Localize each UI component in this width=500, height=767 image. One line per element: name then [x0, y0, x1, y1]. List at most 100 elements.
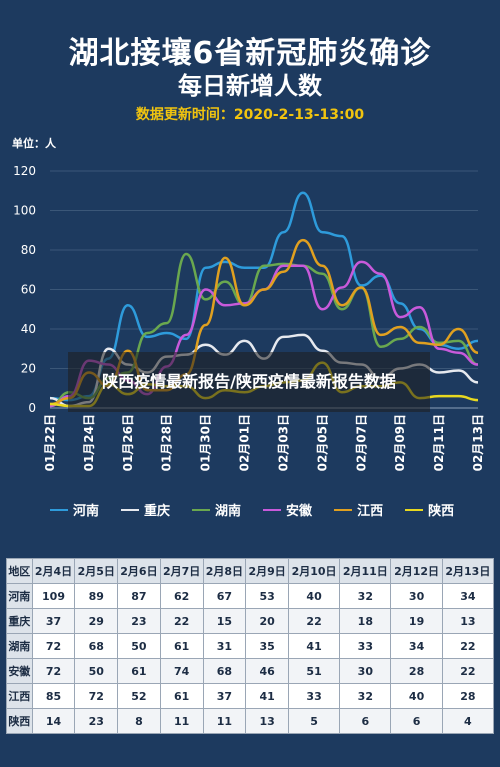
- table-region-cell: 江西: [6, 683, 33, 709]
- y-tick-label: 120: [13, 164, 36, 178]
- table-cell: 11: [202, 708, 247, 734]
- table-cell: 22: [287, 608, 341, 634]
- legend-item: 重庆: [121, 500, 170, 519]
- table-row: 安徽 72 50 61 74 68 46 51 30 28 22: [6, 658, 495, 684]
- x-tick-label: 02月07日: [354, 414, 368, 471]
- y-tick-label: 0: [28, 401, 36, 415]
- legend-swatch: [405, 508, 424, 511]
- table-cell: 33: [339, 633, 392, 659]
- legend-item: 陕西: [405, 500, 454, 519]
- table-region-cell: 湖南: [6, 633, 33, 659]
- table-row: 湖南 72 68 50 61 31 35 41 33 34 22: [6, 633, 495, 659]
- series-line-河南: [49, 191, 479, 402]
- legend-item: 安徽: [263, 500, 312, 519]
- table-cell: 6: [390, 708, 443, 734]
- x-tick-label: 01月30日: [199, 414, 213, 471]
- data-table: 地区 2月4日 2月5日 2月6日 2月7日 2月8日 2月9日 2月10日 2月11日 2月12…: [6, 558, 495, 734]
- table-cell: 33: [287, 683, 341, 709]
- table-header-cell: 2月13日: [441, 558, 495, 584]
- table-cell: 40: [287, 583, 341, 609]
- table-cell: 109: [31, 583, 76, 609]
- legend-label: 河南: [73, 504, 100, 519]
- table-cell: 52: [117, 683, 161, 709]
- table-cell: 72: [74, 683, 119, 709]
- y-tick-label: 40: [21, 322, 36, 336]
- table-cell: 51: [287, 658, 341, 684]
- table-cell: 72: [31, 633, 76, 659]
- y-tick-label: 80: [21, 243, 36, 257]
- table-cell: 72: [31, 658, 76, 684]
- legend-label: 江西: [357, 504, 384, 519]
- table-row: 陕西 14 23 8 11 11 13 5 6 6 4: [6, 708, 495, 734]
- table-cell: 11: [159, 708, 204, 734]
- x-tick-label: 02月11日: [432, 414, 446, 471]
- legend-label: 陕西: [428, 504, 455, 519]
- table-row: 河南 109 89 87 62 67 53 40 32 30 34: [6, 583, 495, 609]
- x-tick-label: 02月01日: [238, 414, 252, 471]
- x-tick-label: 02月09日: [393, 414, 407, 471]
- legend-item: 湖南: [192, 500, 241, 519]
- table-cell: 29: [74, 608, 119, 634]
- table-header-cell: 2月5日: [74, 558, 119, 584]
- legend-swatch: [192, 508, 211, 511]
- table-row: 重庆 37 29 23 22 15 20 22 18 19 13: [6, 608, 495, 634]
- table-row: 江西 85 72 52 61 37 41 33 32 40 28: [6, 683, 495, 709]
- x-tick-label: 01月26日: [121, 414, 135, 471]
- x-tick-label: 02月03日: [276, 414, 290, 471]
- table-cell: 34: [390, 633, 443, 659]
- x-tick-label: 01月28日: [160, 414, 174, 471]
- table-cell: 23: [74, 708, 119, 734]
- table-cell: 14: [31, 708, 76, 734]
- table-cell: 13: [441, 608, 495, 634]
- table-header-cell: 2月10日: [287, 558, 341, 584]
- table-cell: 53: [245, 583, 289, 609]
- update-time: 数据更新时间：2020-2-13-13:00: [135, 107, 365, 123]
- table-cell: 20: [245, 608, 289, 634]
- legend-swatch: [121, 508, 140, 511]
- table-header-cell: 地区: [6, 558, 33, 584]
- table-cell: 37: [202, 683, 247, 709]
- chart-subtitle: 每日新增人数: [178, 72, 322, 100]
- y-tick-label: 60: [21, 283, 36, 297]
- table-cell: 22: [441, 658, 495, 684]
- table-header-cell: 2月12日: [390, 558, 443, 584]
- table-cell: 23: [117, 608, 161, 634]
- table-header-row: 地区 2月4日 2月5日 2月6日 2月7日 2月8日 2月9日 2月10日 2月11日 2月12…: [6, 558, 495, 584]
- legend-label: 湖南: [215, 504, 242, 519]
- table-cell: 8: [117, 708, 161, 734]
- table-cell: 68: [202, 658, 247, 684]
- table-cell: 41: [245, 683, 289, 709]
- table-cell: 50: [74, 658, 119, 684]
- table-cell: 62: [159, 583, 204, 609]
- y-tick-label: 20: [21, 362, 36, 376]
- table-header-cell: 2月6日: [117, 558, 161, 584]
- table-cell: 22: [441, 633, 495, 659]
- table-header-cell: 2月9日: [245, 558, 289, 584]
- table-cell: 22: [159, 608, 204, 634]
- table-body: 河南 109 89 87 62 67 53 40 32 30 34 重庆 37 29 23 22 15 20 22 1…: [6, 583, 495, 734]
- x-tick-label: 01月22日: [43, 414, 57, 471]
- table-region-cell: 河南: [6, 583, 33, 609]
- legend-swatch: [263, 508, 282, 511]
- table-cell: 5: [287, 708, 341, 734]
- table-cell: 34: [441, 583, 495, 609]
- legend-swatch: [50, 508, 68, 511]
- table-cell: 61: [159, 683, 204, 709]
- table-header-cell: 2月8日: [202, 558, 247, 584]
- chart-title: 湖北接壤6省新冠肺炎确诊: [68, 36, 432, 71]
- table-header-cell: 2月11日: [339, 558, 392, 584]
- table-cell: 18: [339, 608, 392, 634]
- table-cell: 19: [390, 608, 443, 634]
- legend-item: 江西: [334, 500, 383, 519]
- table-region-cell: 陕西: [6, 708, 33, 734]
- table-cell: 68: [74, 633, 119, 659]
- table-cell: 89: [74, 583, 119, 609]
- chart-legend: 河南 重庆 湖南 安徽 江西 陕西: [50, 500, 480, 519]
- table-cell: 46: [245, 658, 289, 684]
- table-cell: 30: [339, 658, 392, 684]
- x-tick-label: 02月13日: [471, 414, 485, 471]
- table-cell: 85: [31, 683, 76, 709]
- table-cell: 28: [441, 683, 495, 709]
- table-cell: 50: [117, 633, 161, 659]
- table-cell: 41: [287, 633, 341, 659]
